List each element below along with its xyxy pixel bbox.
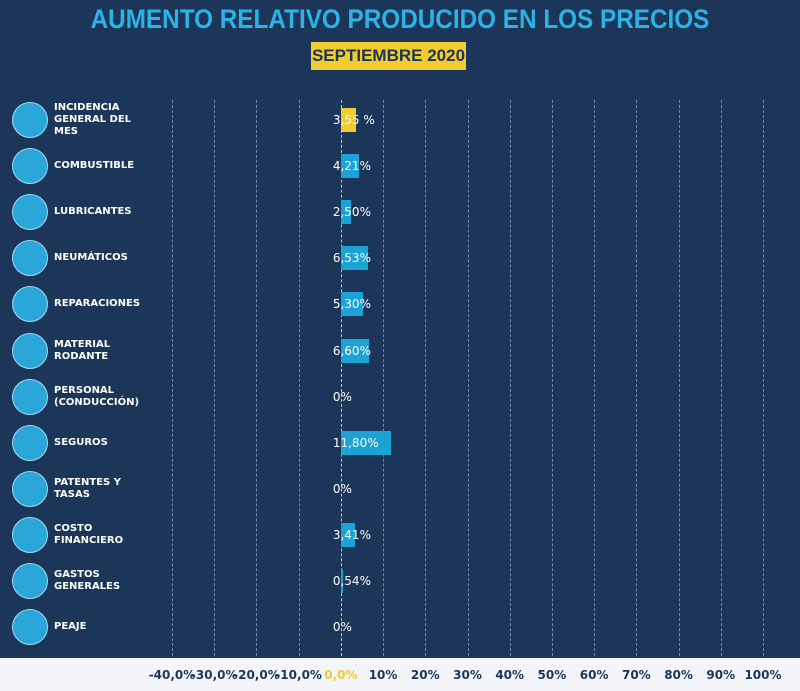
bar [340, 108, 356, 132]
category-label: INCIDENCIA GENERAL DEL MES [54, 102, 132, 137]
grid-line [467, 100, 469, 656]
grid-line [763, 100, 764, 656]
value-label: 4,21% [332, 159, 371, 174]
grid-line [256, 100, 258, 656]
x-tick-label: 10% [368, 668, 398, 682]
category-icon [12, 148, 48, 185]
category-icon [12, 516, 48, 553]
value-label: 3,41% [332, 527, 371, 542]
x-tick-label: -20,0% [233, 668, 280, 682]
bar [340, 292, 364, 317]
grid-line [509, 100, 511, 656]
grid-line [636, 100, 638, 656]
category-icon [12, 102, 48, 138]
grid-line [298, 100, 300, 656]
chart-subtitle: SEPTIEMBRE 2020 [311, 42, 466, 70]
category-icon [12, 332, 48, 369]
value-label: 0% [332, 481, 352, 496]
x-tick-label: 20% [410, 668, 440, 682]
grid-line [214, 100, 216, 656]
bar [340, 569, 344, 593]
x-tick-label: -40,0% [148, 668, 196, 682]
bar [340, 154, 359, 179]
grid-line [172, 100, 173, 656]
grid-line [383, 100, 385, 656]
x-tick-label: 60% [579, 668, 609, 682]
category-icon [12, 424, 48, 461]
category-label: LUBRICANTES [54, 206, 132, 218]
bar [340, 200, 352, 225]
value-label: 3,55 % [332, 113, 375, 127]
category-label: NEUMÁTICOS [54, 252, 128, 264]
x-tick-label: -10,0% [275, 668, 322, 682]
value-label: 2,50% [332, 205, 371, 220]
category-icon [12, 470, 48, 507]
x-tick-label: 40% [495, 668, 525, 682]
category-icon [12, 563, 48, 599]
category-icon [12, 286, 48, 323]
category-label: PERSONAL (CONDUCCIÓN) [54, 384, 140, 408]
category-icon [12, 378, 48, 415]
grid-line [340, 100, 342, 656]
bar [340, 338, 369, 363]
x-tick-label: 90% [706, 668, 736, 682]
x-tick-label: 70% [621, 668, 651, 682]
value-label: 11,80% [332, 435, 379, 450]
bar [340, 246, 369, 271]
x-tick-label: 50% [537, 668, 567, 682]
category-icon [12, 194, 48, 231]
category-label: COSTO FINANCIERO [54, 522, 124, 546]
category-label: COMBUSTIBLE [54, 160, 135, 172]
category-label: MATERIAL RODANTE [54, 338, 111, 362]
value-label: 6,53% [332, 251, 371, 266]
category-label: REPARACIONES [54, 298, 141, 310]
x-tick-label: -30,0% [190, 668, 238, 682]
grid-line [594, 100, 596, 656]
value-label: 5,30% [332, 297, 371, 312]
value-label: 0,54% [332, 574, 371, 588]
category-label: SEGUROS [54, 436, 108, 448]
bar [340, 522, 356, 547]
category-icon [12, 609, 48, 646]
value-label: 0% [332, 389, 352, 404]
value-label: 6,60% [332, 343, 371, 358]
category-label: PATENTES Y TASAS [54, 476, 121, 500]
grid-line [551, 100, 553, 656]
x-tick-label: 0,0% [324, 668, 358, 682]
value-label: 0% [332, 620, 352, 635]
axis-band [0, 658, 800, 691]
grid-line [678, 100, 680, 656]
grid-line [720, 100, 722, 656]
x-tick-label: 100% [744, 668, 782, 682]
bar [340, 430, 391, 455]
chart-title: AUMENTO RELATIVO PRODUCIDO EN LOS PRECIO… [90, 4, 710, 34]
x-tick-label: 80% [664, 668, 693, 682]
category-icon [12, 240, 48, 277]
category-label: GASTOS GENERALES [54, 569, 121, 592]
x-tick-label: 30% [453, 668, 482, 682]
grid-line [425, 100, 427, 656]
category-label: PEAJE [54, 621, 87, 633]
